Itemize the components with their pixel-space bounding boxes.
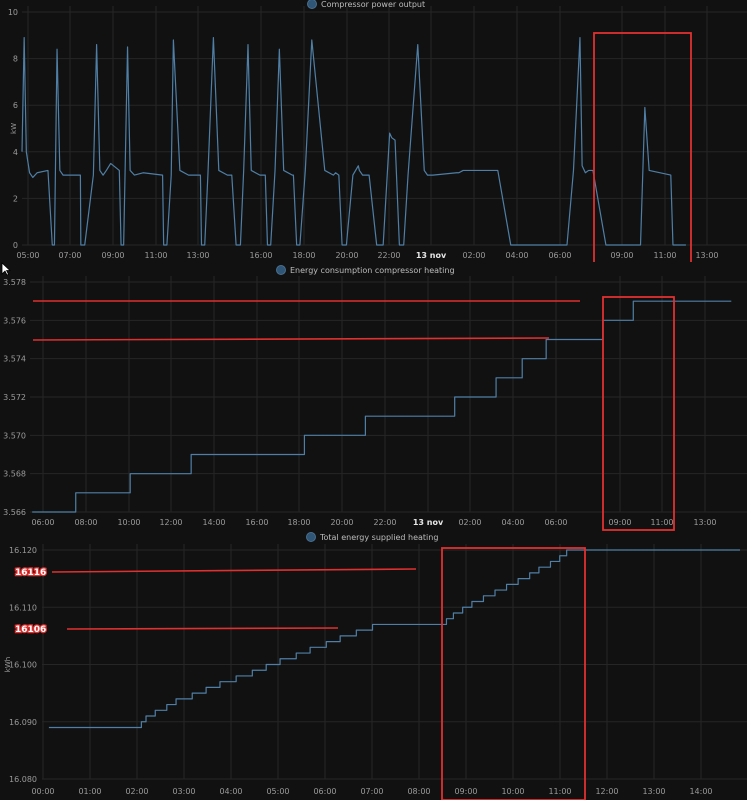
- x-tick-label: 20:00: [335, 251, 358, 260]
- y-tick-label: 16.110: [9, 603, 37, 612]
- series-line: [21, 37, 686, 246]
- x-tick-label: 06:00: [548, 251, 571, 260]
- x-tick-label: 09:00: [608, 518, 631, 527]
- x-tick-label: 14:00: [202, 518, 225, 527]
- highlight-line-upper: [51, 568, 417, 573]
- legend-label: Total energy supplied heating: [319, 533, 438, 542]
- y-tick-label: 10: [8, 8, 18, 17]
- highlight-box: [602, 296, 675, 531]
- x-tick-label: 16:00: [249, 251, 272, 260]
- highlight-line-lower: [66, 627, 339, 630]
- chart-energy-consumption-compressor: 3.566 3.568 3.570 3.572 3.574 3.576 3.578 06:00…: [0, 262, 747, 532]
- highlight-line-lower: [32, 337, 550, 341]
- legend-dot-icon: [307, 0, 317, 9]
- x-tick-label: 06:00: [313, 787, 336, 796]
- y-tick-label: 16.120: [9, 546, 37, 555]
- y-tick-label: 3.578: [3, 278, 26, 287]
- x-tick-label: 07:00: [360, 787, 383, 796]
- x-tick-label: 13 nov: [413, 518, 444, 527]
- mouse-cursor-icon: [1, 262, 11, 276]
- y-tick-label: 2: [13, 194, 18, 203]
- x-tick-label: 05:00: [16, 251, 39, 260]
- x-tick-label: 07:00: [58, 251, 81, 260]
- x-tick-label: 13:00: [186, 251, 209, 260]
- x-tick-label: 04:00: [219, 787, 242, 796]
- y-tick-label: 3.570: [3, 431, 26, 440]
- y-tick-label: 3.576: [3, 316, 26, 325]
- annotation-label-low: 16106: [15, 625, 46, 635]
- annotation-label-high: 16116: [15, 568, 46, 578]
- x-tick-label: 12:00: [595, 787, 618, 796]
- x-tick-label: 04:00: [505, 251, 528, 260]
- legend-dot-icon: [276, 265, 286, 275]
- x-tick-label: 08:00: [407, 787, 430, 796]
- y-tick-label: 4: [13, 148, 18, 157]
- x-tick-label: 22:00: [373, 518, 396, 527]
- x-tick-label: 06:00: [544, 518, 567, 527]
- x-tick-label: 14:00: [689, 787, 712, 796]
- x-tick-label: 01:00: [78, 787, 101, 796]
- chart-total-energy-supplied: 16.080 16.090 16.100 16.110 16.120 00:00 01:00…: [0, 532, 747, 800]
- y-axis-label: kWh: [4, 657, 12, 672]
- x-tick-label: 02:00: [125, 787, 148, 796]
- y-tick-label: 16.080: [9, 775, 37, 784]
- legend-label: Energy consumption compressor heating: [290, 266, 455, 275]
- x-tick-label: 00:00: [31, 787, 54, 796]
- x-tick-label: 04:00: [501, 518, 524, 527]
- x-tick-label: 18:00: [292, 251, 315, 260]
- y-tick-label: 8: [13, 55, 18, 64]
- x-tick-label: 08:00: [74, 518, 97, 527]
- x-tick-label: 13:00: [642, 787, 665, 796]
- y-tick-label: 3.566: [3, 508, 26, 517]
- x-tick-label: 13:00: [693, 518, 716, 527]
- legend-dot-icon: [306, 532, 316, 542]
- x-tick-label: 06:00: [31, 518, 54, 527]
- x-tick-label: 02:00: [462, 251, 485, 260]
- y-tick-label: 6: [13, 101, 18, 110]
- y-axis-label: kW: [10, 123, 18, 134]
- x-tick-label: 11:00: [650, 518, 673, 527]
- y-tick-label: 0: [13, 241, 18, 250]
- x-tick-label: 03:00: [172, 787, 195, 796]
- y-tick-label: 16.100: [9, 661, 37, 670]
- x-tick-label: 22:00: [377, 251, 400, 260]
- x-tick-label: 09:00: [454, 787, 477, 796]
- x-tick-label: 10:00: [117, 518, 140, 527]
- y-tick-label: 3.572: [3, 393, 26, 402]
- x-tick-label: 09:00: [101, 251, 124, 260]
- chart-compressor-power: 0 2 4 6 8 10 05:00 07:00 09:00 11:00 13:00 16:00 18:…: [0, 0, 747, 262]
- highlight-box: [441, 547, 586, 800]
- y-tick-label: 3.568: [3, 470, 26, 479]
- highlight-box: [593, 32, 692, 262]
- x-tick-label: 16:00: [245, 518, 268, 527]
- y-tick-label: 16.090: [9, 718, 37, 727]
- chart-svg: 3.566 3.568 3.570 3.572 3.574 3.576 3.578 06:00…: [3, 265, 747, 531]
- x-tick-label: 20:00: [330, 518, 353, 527]
- x-tick-label: 18:00: [287, 518, 310, 527]
- x-tick-label: 11:00: [548, 787, 571, 796]
- series-line: [48, 549, 740, 729]
- x-tick-label: 11:00: [144, 251, 167, 260]
- chart-svg: 16.080 16.090 16.100 16.110 16.120 00:00 01:00…: [4, 532, 747, 800]
- x-tick-label: 05:00: [266, 787, 289, 796]
- chart-svg: 0 2 4 6 8 10 05:00 07:00 09:00 11:00 13:00 16:00 18:…: [8, 0, 747, 262]
- y-tick-label: 3.574: [3, 355, 26, 364]
- legend-label: Compressor power output: [321, 0, 425, 9]
- x-tick-label: 02:00: [458, 518, 481, 527]
- x-tick-label: 10:00: [501, 787, 524, 796]
- x-tick-label: 13 nov: [416, 251, 447, 260]
- x-tick-label: 13:00: [695, 251, 718, 260]
- x-tick-label: 09:00: [610, 251, 633, 260]
- x-tick-label: 11:00: [653, 251, 676, 260]
- x-tick-label: 12:00: [159, 518, 182, 527]
- series-line: [32, 300, 732, 513]
